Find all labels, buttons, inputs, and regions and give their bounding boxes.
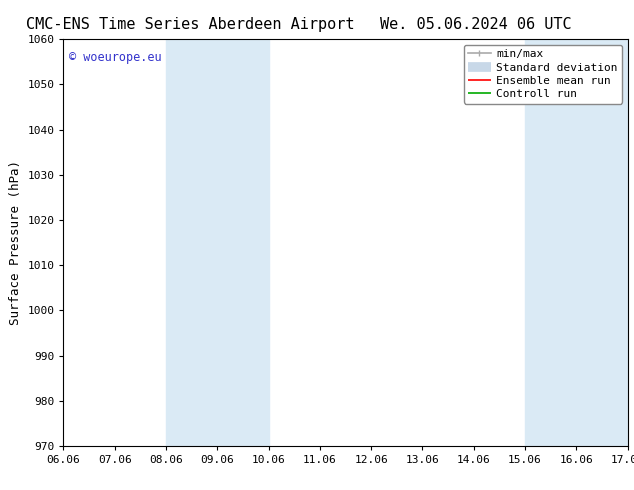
Text: We. 05.06.2024 06 UTC: We. 05.06.2024 06 UTC — [380, 17, 571, 32]
Bar — [525, 39, 628, 446]
Bar — [166, 39, 269, 446]
Text: © woeurope.eu: © woeurope.eu — [69, 51, 162, 64]
Y-axis label: Surface Pressure (hPa): Surface Pressure (hPa) — [9, 160, 22, 325]
Text: CMC-ENS Time Series Aberdeen Airport: CMC-ENS Time Series Aberdeen Airport — [26, 17, 354, 32]
Legend: min/max, Standard deviation, Ensemble mean run, Controll run: min/max, Standard deviation, Ensemble me… — [464, 45, 622, 104]
